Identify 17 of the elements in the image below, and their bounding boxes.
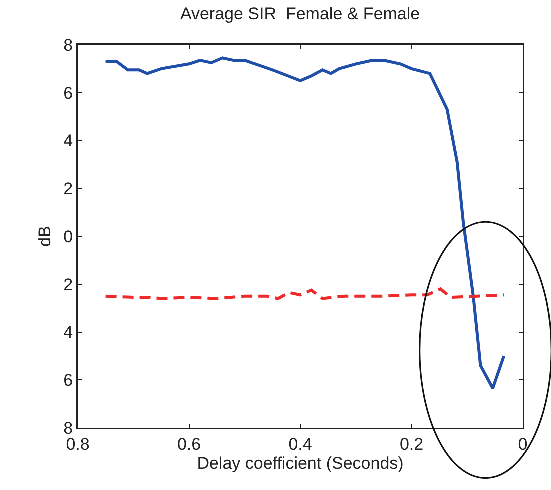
y-axis-title: dB	[35, 226, 54, 247]
x-tick-label: 0	[518, 434, 528, 454]
y-tick-label: 8	[64, 36, 74, 55]
y-tick-label: 0	[64, 227, 74, 246]
chart-title: Average SIR Female & Female	[180, 4, 420, 24]
x-axis-title: Delay coefficient (Seconds)	[197, 454, 404, 474]
y-tick-label: 4	[64, 132, 74, 151]
x-tick-label: 0.2	[400, 434, 424, 454]
x-tick-label: 0.6	[177, 434, 202, 454]
y-tick-label: 6	[64, 84, 74, 103]
line-series	[104, 288, 506, 300]
y-tick-label: 2	[64, 275, 74, 294]
y-tick-label: 6	[64, 371, 74, 390]
x-tick-label: 0.4	[288, 434, 312, 454]
y-tick-label: 4	[64, 323, 74, 342]
line-series	[104, 56, 506, 390]
y-tick-label: 2	[64, 180, 74, 199]
